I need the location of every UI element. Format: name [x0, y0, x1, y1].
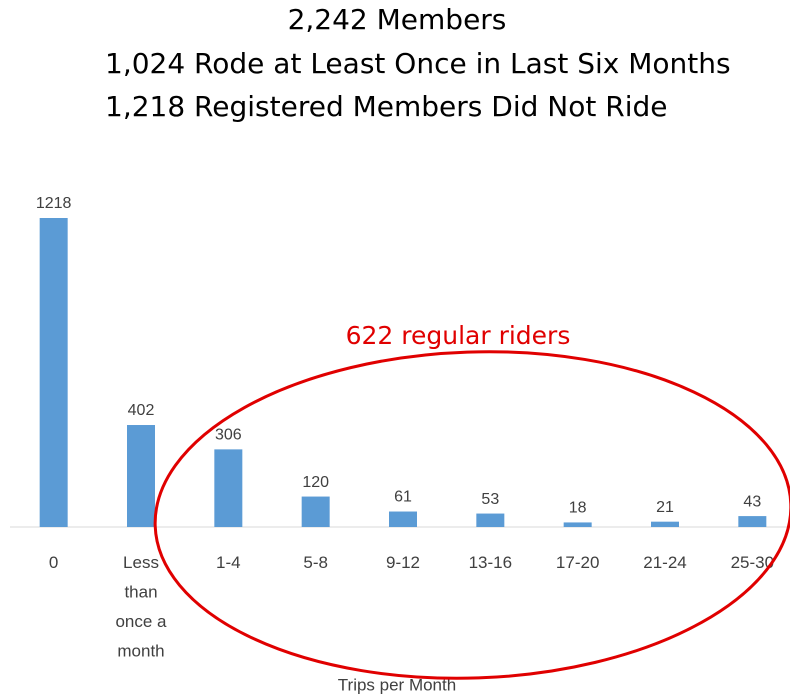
data-label: 120 [302, 474, 329, 491]
bar [301, 496, 330, 527]
x-tick-label: 17-20 [556, 553, 599, 572]
bar [651, 521, 679, 527]
chart-subtitle: 1,218 Registered Members Did Not Ride [105, 90, 668, 123]
bar [476, 513, 505, 527]
bar [389, 511, 417, 527]
chart-title: 2,242 Members [288, 3, 507, 36]
x-tick-label: 9-12 [386, 553, 420, 572]
x-tick-label: 0 [49, 553, 58, 572]
data-label: 18 [569, 500, 587, 517]
data-label: 402 [128, 402, 155, 419]
x-tick-label: 13-16 [469, 553, 512, 572]
x-tick-label: 21-24 [643, 553, 686, 572]
bar [39, 218, 68, 527]
highlight-ellipse [153, 350, 790, 680]
data-label: 53 [481, 491, 499, 508]
x-tick-label: 5-8 [303, 553, 328, 572]
bar [127, 425, 155, 527]
data-label: 43 [743, 493, 761, 510]
bar [563, 522, 592, 527]
data-label: 306 [215, 427, 242, 444]
chart-subtitle: 1,024 Rode at Least Once in Last Six Mon… [105, 47, 731, 80]
x-axis-label: Trips per Month [338, 675, 456, 694]
x-tick-label: Less than once a month [115, 553, 167, 661]
x-tick-label: 25-30 [731, 553, 774, 572]
bar [738, 516, 767, 527]
x-tick-label: 1-4 [216, 553, 241, 572]
data-label: 1218 [36, 195, 72, 212]
data-label: 21 [656, 499, 674, 516]
annotation: 622 regular riders [346, 321, 571, 350]
bar [214, 449, 243, 527]
data-label: 61 [394, 489, 412, 506]
